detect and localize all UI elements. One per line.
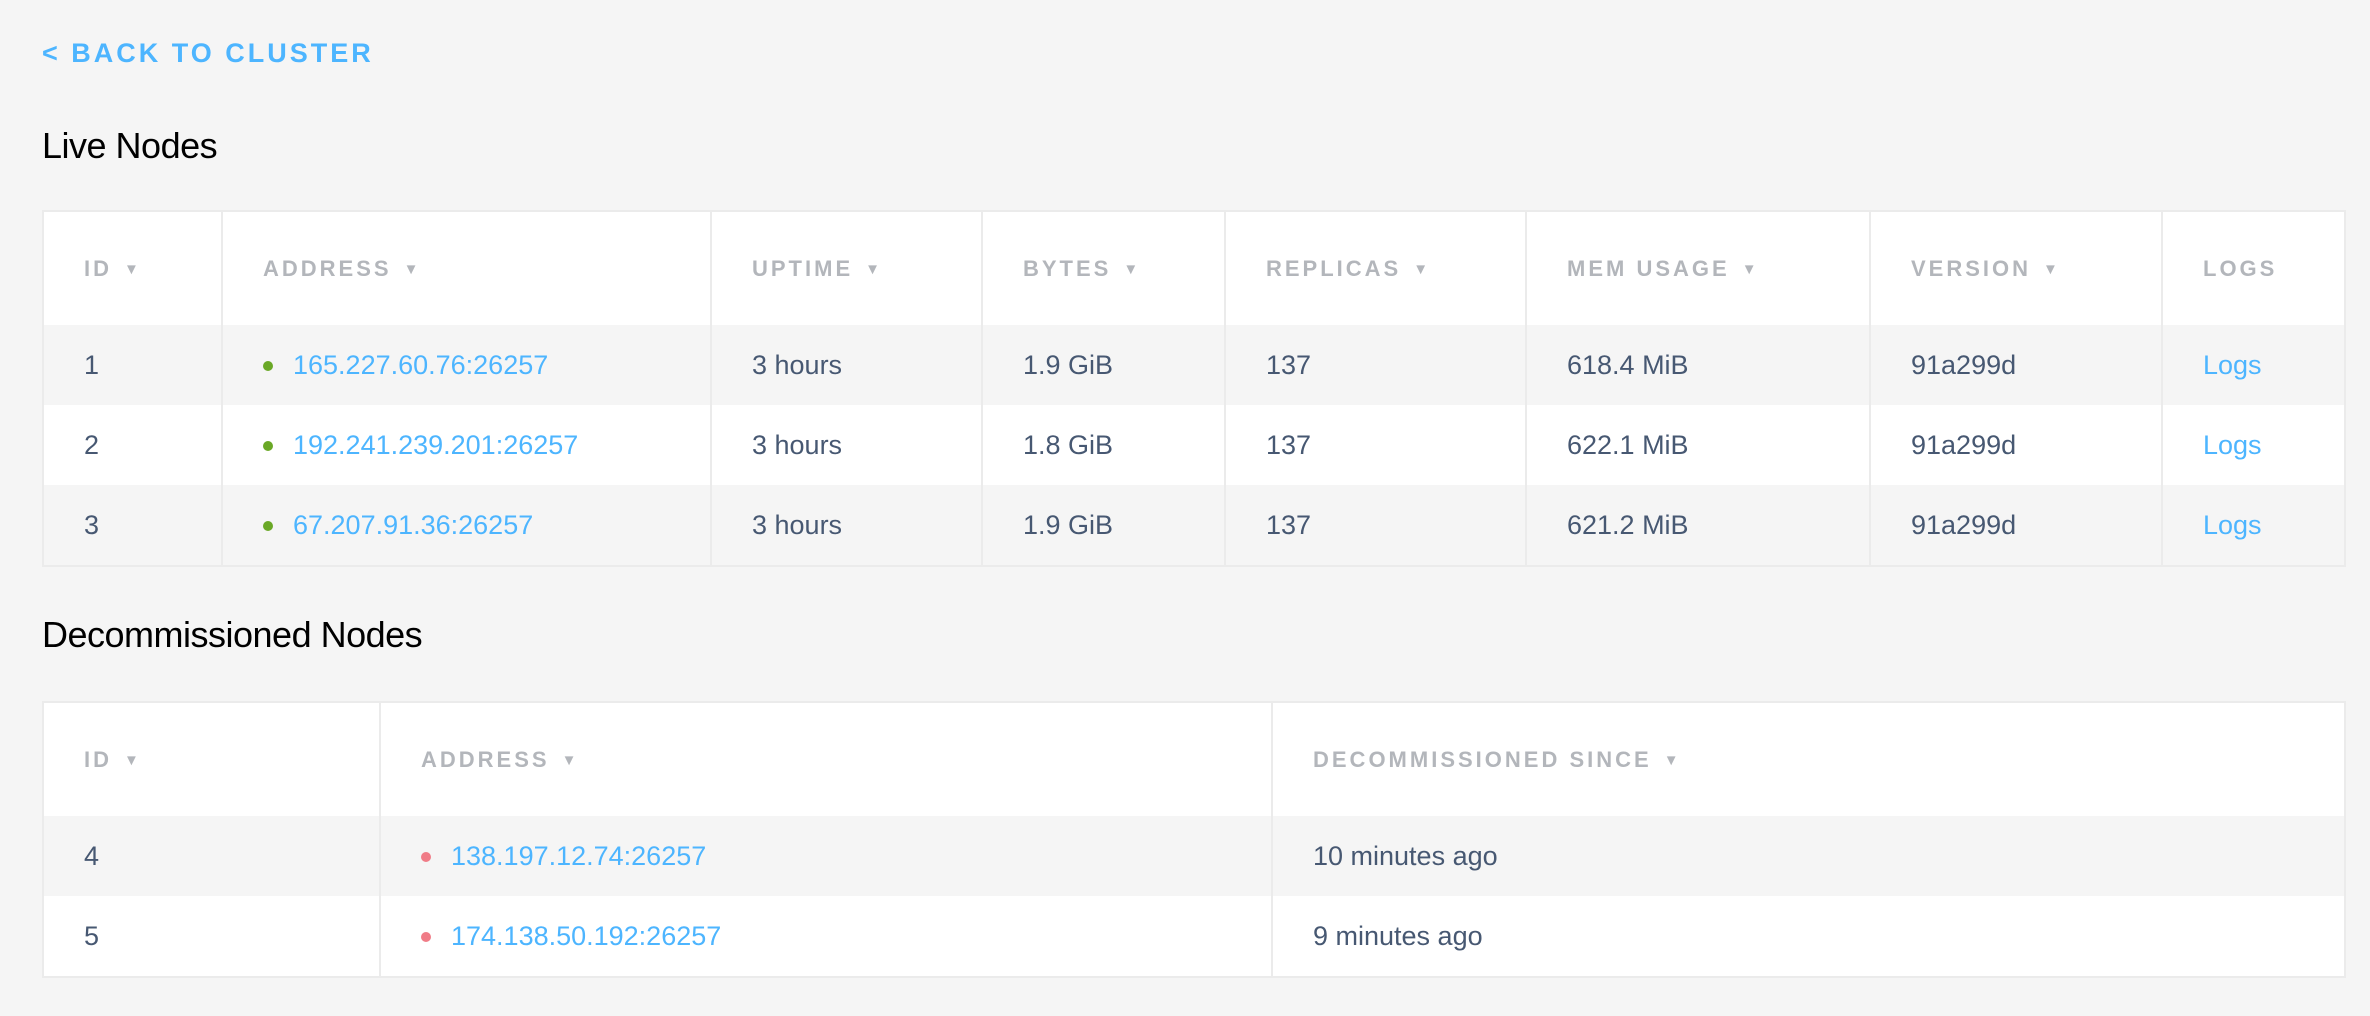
column-header-logs: LOGS xyxy=(2161,211,2345,325)
node-address-link[interactable]: 138.197.12.74:26257 xyxy=(451,840,707,871)
table-cell: 4 xyxy=(43,816,380,896)
table-cell: 137 xyxy=(1224,325,1526,405)
table-cell: 3 hours xyxy=(710,405,982,485)
logs-link[interactable]: Logs xyxy=(2203,349,2262,380)
table-cell: Logs xyxy=(2161,405,2345,485)
sort-arrow-icon: ▼ xyxy=(1663,752,1679,770)
table-cell: Logs xyxy=(2161,485,2345,566)
table-cell: 192.241.239.201:26257 xyxy=(221,405,711,485)
column-header-address[interactable]: ADDRESS ▼ xyxy=(221,211,711,325)
table-cell: 1 xyxy=(43,325,222,405)
status-dot-icon xyxy=(263,521,273,532)
decommissioned-nodes-table: ID ▼ ADDRESS ▼ DECOMMISSIONED SINCE ▼ 4 138.… xyxy=(42,701,2346,978)
bytes: 1.9 GiB xyxy=(1023,349,1114,380)
table-row: 3 67.207.91.36:26257 3 hours 1.9 GiB 137 621.… xyxy=(43,485,2345,566)
replicas: 137 xyxy=(1266,349,1312,380)
sort-arrow-icon: ▼ xyxy=(1123,261,1139,279)
table-cell: 91a299d xyxy=(1869,405,2162,485)
live-nodes-table: ID ▼ ADDRESS ▼ UPTIME ▼ BYTES ▼ REPLICAS ▼ ME… xyxy=(42,210,2346,567)
table-row: 1 165.227.60.76:26257 3 hours 1.9 GiB 137 618… xyxy=(43,325,2345,405)
node-id: 1 xyxy=(84,349,100,380)
replicas: 137 xyxy=(1266,429,1312,460)
uptime: 3 hours xyxy=(752,349,843,380)
status-dot-icon xyxy=(263,361,273,372)
table-header-row: ID ▼ ADDRESS ▼ UPTIME ▼ BYTES ▼ REPLICAS ▼ ME… xyxy=(43,211,2345,325)
decommissioned-nodes-title: Decommissioned Nodes xyxy=(42,614,423,655)
table-cell: 3 xyxy=(43,485,222,566)
column-header-id[interactable]: ID ▼ xyxy=(84,255,139,281)
bytes: 1.9 GiB xyxy=(1023,509,1114,540)
node-id: 3 xyxy=(84,509,100,540)
decommissioned-since: 10 minutes ago xyxy=(1313,840,1498,871)
mem-usage: 618.4 MiB xyxy=(1567,349,1689,380)
node-id: 4 xyxy=(84,840,100,871)
bytes: 1.8 GiB xyxy=(1023,429,1114,460)
status-dot-icon xyxy=(421,932,431,943)
column-header-id[interactable]: ID ▼ xyxy=(84,746,139,772)
table-row: 4 138.197.12.74:26257 10 minutes ago xyxy=(43,816,2345,896)
node-address-link[interactable]: 192.241.239.201:26257 xyxy=(293,429,579,460)
mem-usage: 621.2 MiB xyxy=(1567,509,1689,540)
table-cell: 9 minutes ago xyxy=(1271,896,2345,977)
logs-link[interactable]: Logs xyxy=(2203,509,2262,540)
table-cell: 165.227.60.76:26257 xyxy=(221,325,711,405)
table-cell: 67.207.91.36:26257 xyxy=(221,485,711,566)
table-cell: 621.2 MiB xyxy=(1525,485,1870,566)
replicas: 137 xyxy=(1266,509,1312,540)
table-cell: 3 hours xyxy=(710,485,982,566)
sort-arrow-icon: ▼ xyxy=(1413,261,1429,279)
decommissioned-since: 9 minutes ago xyxy=(1313,920,1483,951)
column-header-mem-usage[interactable]: MEM USAGE ▼ xyxy=(1525,211,1870,325)
table-cell: 622.1 MiB xyxy=(1525,405,1870,485)
node-id: 2 xyxy=(84,429,100,460)
sort-arrow-icon: ▼ xyxy=(1741,261,1757,279)
status-dot-icon xyxy=(421,852,431,863)
sort-arrow-icon: ▼ xyxy=(561,752,577,770)
uptime: 3 hours xyxy=(752,509,843,540)
table-cell: 618.4 MiB xyxy=(1525,325,1870,405)
uptime: 3 hours xyxy=(752,429,843,460)
table-header-row: ID ▼ ADDRESS ▼ DECOMMISSIONED SINCE ▼ xyxy=(43,702,2345,816)
table-cell: 3 hours xyxy=(710,325,982,405)
column-header-bytes[interactable]: BYTES ▼ xyxy=(981,211,1225,325)
node-address-link[interactable]: 174.138.50.192:26257 xyxy=(451,920,722,951)
table-cell: 174.138.50.192:26257 xyxy=(379,896,1272,977)
mem-usage: 622.1 MiB xyxy=(1567,429,1689,460)
column-header-uptime[interactable]: UPTIME ▼ xyxy=(710,211,982,325)
logs-link[interactable]: Logs xyxy=(2203,429,2262,460)
table-cell: 5 xyxy=(43,896,380,977)
sort-arrow-icon: ▼ xyxy=(865,261,880,279)
sort-arrow-icon: ▼ xyxy=(403,261,419,279)
table-cell: 1.8 GiB xyxy=(981,405,1225,485)
version: 91a299d xyxy=(1911,349,2017,380)
table-cell: 1.9 GiB xyxy=(981,325,1225,405)
node-id: 5 xyxy=(84,920,100,951)
node-address-link[interactable]: 165.227.60.76:26257 xyxy=(293,349,549,380)
version: 91a299d xyxy=(1911,429,2017,460)
node-address-link[interactable]: 67.207.91.36:26257 xyxy=(293,509,534,540)
version: 91a299d xyxy=(1911,509,2017,540)
table-cell: 1.9 GiB xyxy=(981,485,1225,566)
table-cell: 91a299d xyxy=(1869,485,2162,566)
sort-arrow-icon: ▼ xyxy=(124,752,139,770)
table-cell: 91a299d xyxy=(1869,325,2162,405)
sort-arrow-icon: ▼ xyxy=(124,261,139,279)
back-to-cluster-link[interactable]: < BACK TO CLUSTER xyxy=(42,38,374,68)
table-cell: 138.197.12.74:26257 xyxy=(379,816,1272,896)
table-cell: 137 xyxy=(1224,485,1526,566)
column-header-decommissioned-since[interactable]: DECOMMISSIONED SINCE ▼ xyxy=(1271,702,2345,816)
table-row: 5 174.138.50.192:26257 9 minutes ago xyxy=(43,896,2345,977)
table-cell: 2 xyxy=(43,405,222,485)
table-cell: 137 xyxy=(1224,405,1526,485)
live-nodes-title: Live Nodes xyxy=(42,125,218,166)
column-header-replicas[interactable]: REPLICAS ▼ xyxy=(1224,211,1526,325)
column-header-version[interactable]: VERSION ▼ xyxy=(1869,211,2162,325)
status-dot-icon xyxy=(263,441,273,452)
table-cell: 10 minutes ago xyxy=(1271,816,2345,896)
table-cell: Logs xyxy=(2161,325,2345,405)
table-row: 2 192.241.239.201:26257 3 hours 1.8 GiB 137 6… xyxy=(43,405,2345,485)
sort-arrow-icon: ▼ xyxy=(2043,261,2058,279)
column-header-address[interactable]: ADDRESS ▼ xyxy=(379,702,1272,816)
